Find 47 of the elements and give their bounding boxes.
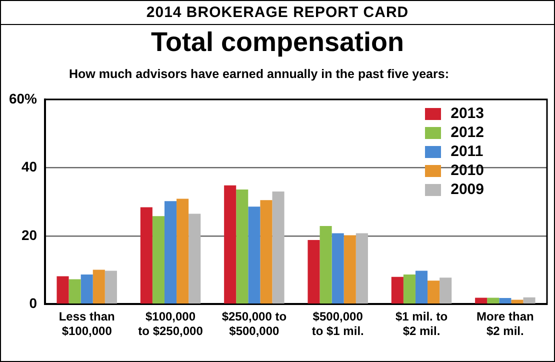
bar xyxy=(272,192,284,304)
bar xyxy=(403,274,416,304)
bar xyxy=(80,274,93,304)
x-tick-label: $100,000 to $250,000 xyxy=(138,310,204,338)
bar xyxy=(499,298,512,304)
bar xyxy=(523,297,536,304)
bar xyxy=(176,198,189,304)
bar xyxy=(428,280,440,304)
bar xyxy=(92,270,105,304)
bar xyxy=(236,190,248,304)
x-tick-label: More than $2 mil. xyxy=(476,310,534,338)
bar xyxy=(356,233,368,304)
bar xyxy=(224,185,236,304)
x-tick-label: $1 mil. to $2 mil. xyxy=(395,310,448,338)
bar xyxy=(56,276,69,304)
bar xyxy=(152,216,164,304)
bar xyxy=(440,278,452,304)
bar xyxy=(344,235,356,304)
bar xyxy=(320,226,332,304)
x-tick-label: $250,000 to $500,000 xyxy=(222,310,287,338)
y-tick-label: 20 xyxy=(21,226,38,243)
legend-label: 2011 xyxy=(450,143,484,160)
y-tick-label: 40 xyxy=(21,158,38,175)
chart-title: Total compensation xyxy=(150,26,406,59)
legend-label: 2009 xyxy=(450,181,484,198)
bar xyxy=(415,270,428,304)
bar xyxy=(248,206,260,304)
bar xyxy=(308,240,320,304)
bar xyxy=(487,298,500,304)
legend-label: 2013 xyxy=(450,105,484,122)
chart-subtitle: 2014 BROKERAGE REPORT CARD xyxy=(145,3,410,21)
x-tick-label: $500,000 to $1 mil. xyxy=(312,310,364,338)
bar xyxy=(68,279,81,304)
x-tick-label: Less than $100,000 xyxy=(58,310,115,338)
bar xyxy=(140,207,152,304)
bar xyxy=(332,233,344,304)
bar xyxy=(475,298,488,304)
y-tick-label: 0 xyxy=(29,295,38,312)
y-tick-label: 60% xyxy=(8,90,38,106)
bar xyxy=(260,200,272,304)
text: How much advisors have earned annually in the past five years: xyxy=(69,67,450,81)
legend-label: 2012 xyxy=(450,124,484,141)
bar xyxy=(104,270,117,304)
bar xyxy=(164,201,177,304)
bar xyxy=(391,276,404,304)
bar xyxy=(188,214,201,304)
bar xyxy=(511,300,524,304)
